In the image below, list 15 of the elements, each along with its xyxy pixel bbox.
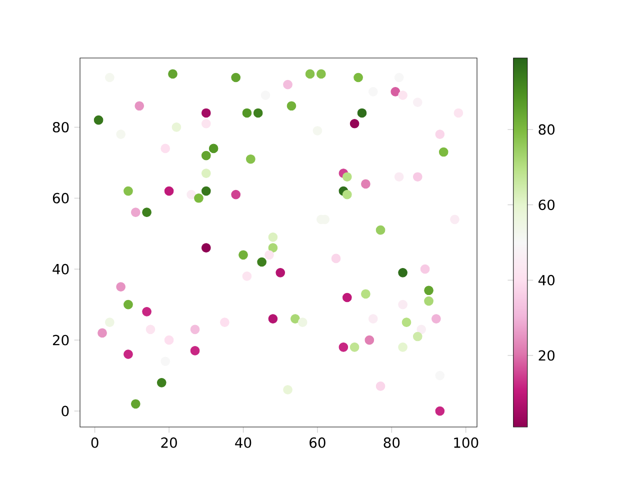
color-bar-label: 60 bbox=[538, 200, 555, 210]
y-tick-label: 20 bbox=[52, 334, 69, 346]
y-tick-label: 40 bbox=[52, 264, 69, 274]
x-tick-label: 60 bbox=[310, 437, 326, 448]
y-tick-label: 80 bbox=[52, 122, 69, 132]
y-tick-label: 60 bbox=[52, 192, 69, 204]
x-tick-label: 20 bbox=[161, 437, 177, 448]
color-bar-label: 80 bbox=[538, 124, 555, 135]
x-tick-label: 100 bbox=[454, 437, 478, 448]
x-tick-label: 40 bbox=[235, 437, 252, 448]
x-tick-label: 80 bbox=[384, 437, 400, 448]
x-tick-label: 0 bbox=[91, 437, 98, 448]
color-bar-label: 40 bbox=[538, 274, 555, 286]
color-bar-label: 20 bbox=[538, 350, 555, 361]
y-tick-label: 0 bbox=[62, 406, 69, 416]
